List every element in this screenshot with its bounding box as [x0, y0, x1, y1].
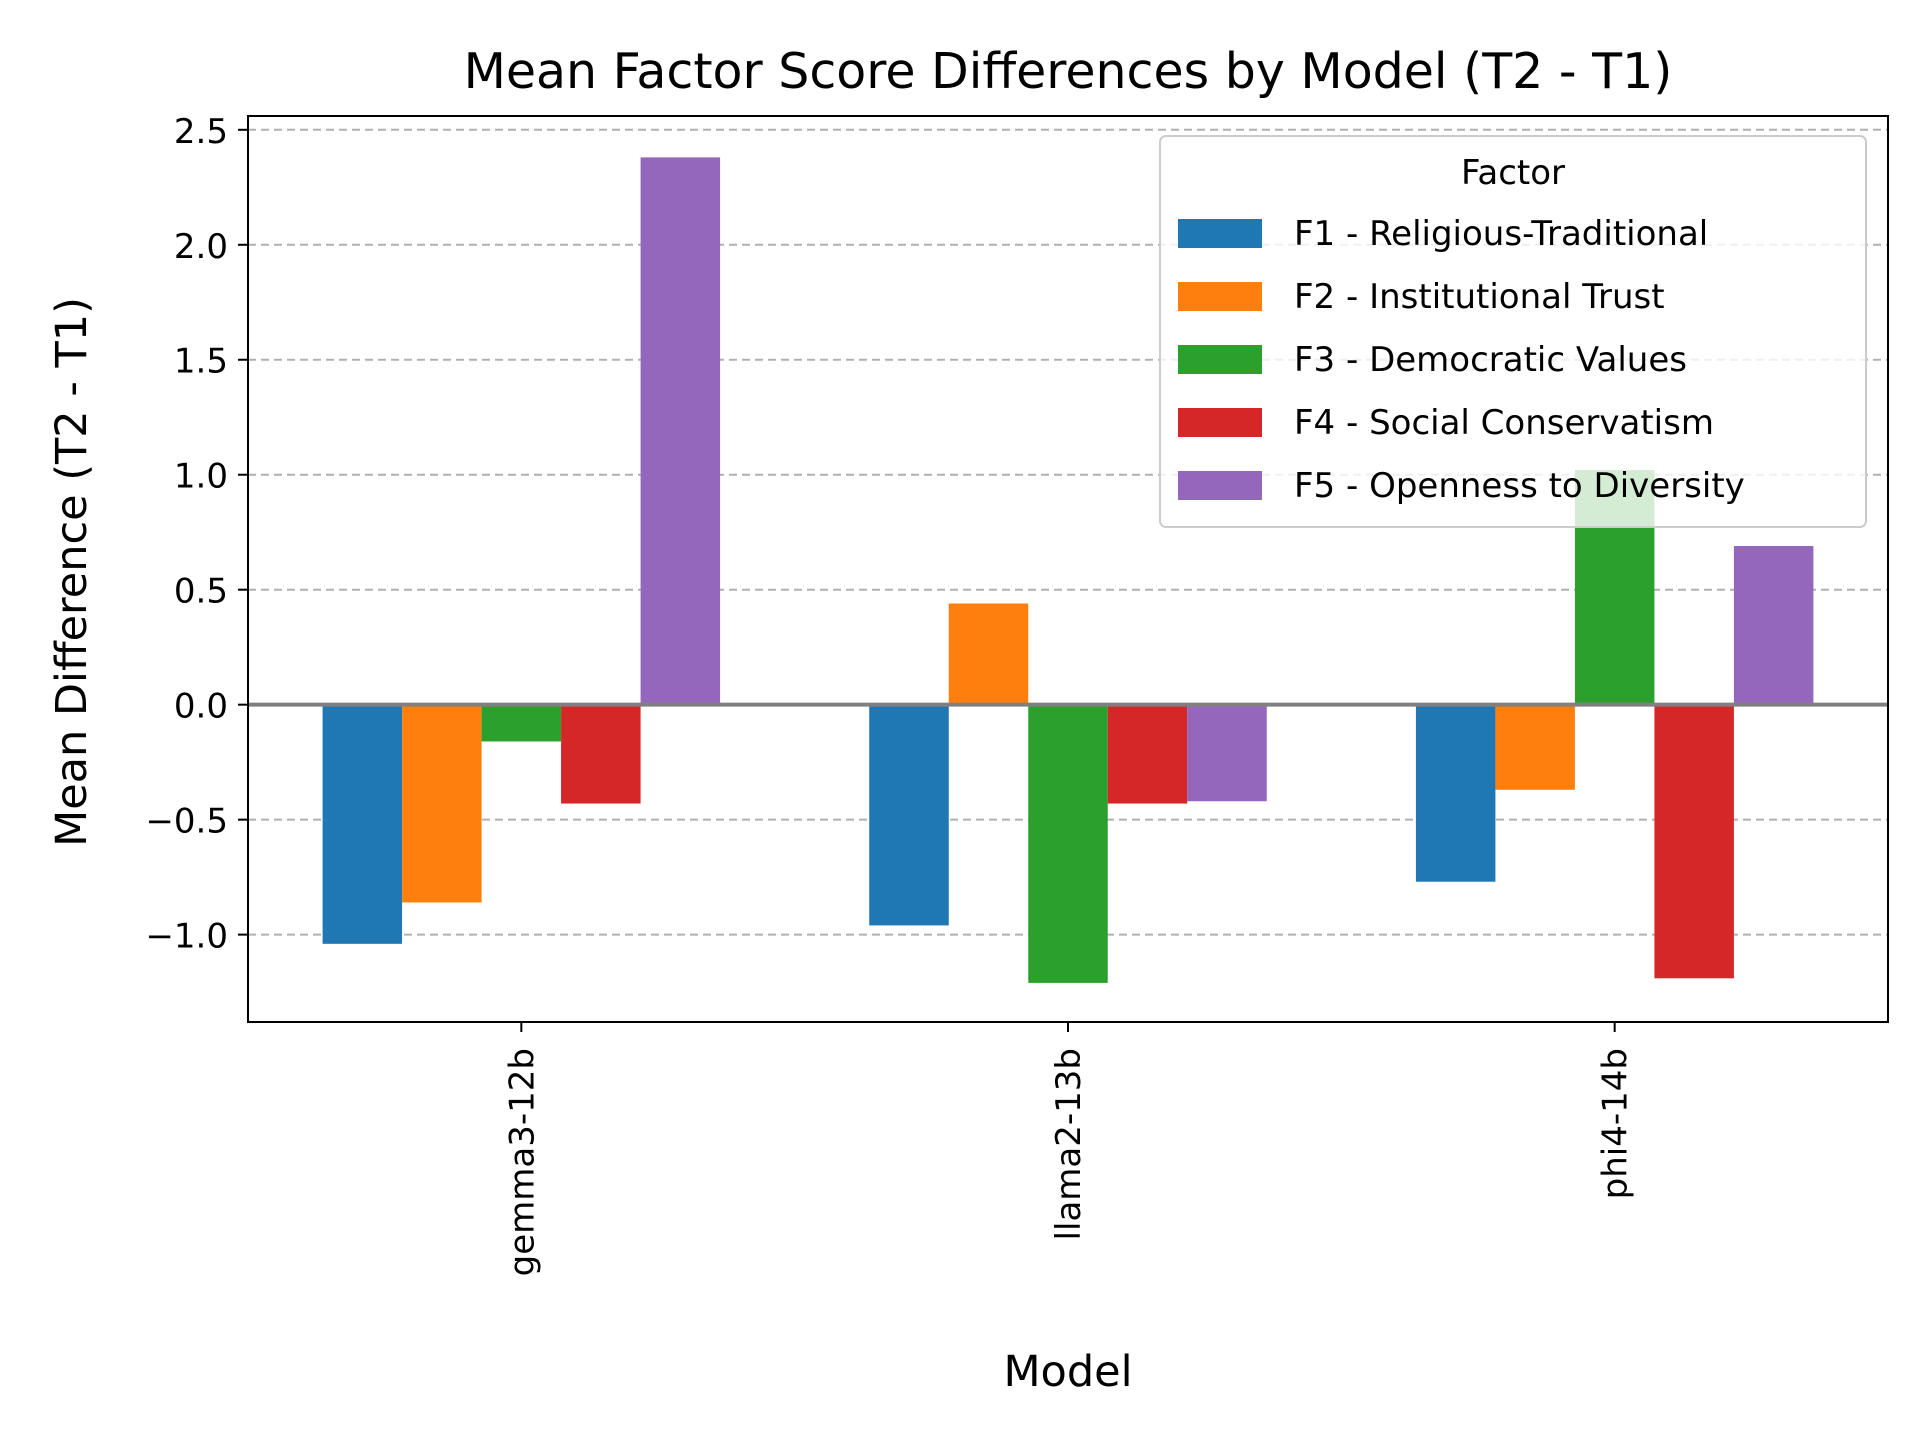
legend: Factor F1 - Religious-Traditional F2 - Ins…	[1159, 135, 1867, 528]
bar	[948, 603, 1029, 705]
y-tick-label: 0.0	[174, 687, 228, 727]
bar	[869, 704, 949, 926]
bar	[1415, 704, 1496, 882]
y-tick-label: 1.0	[174, 457, 228, 497]
bar	[1107, 704, 1188, 804]
y-tick-label: −0.5	[145, 802, 228, 842]
y-axis-label: Mean Difference (T2 - T1)	[47, 297, 97, 847]
x-tick-label: gemma3-12b	[502, 1048, 542, 1276]
bar	[1495, 704, 1575, 790]
chart-title: Mean Factor Score Differences by Model (…	[464, 43, 1673, 100]
axes: −1.0 −0.5 0.0 0.5 1.0 1.5 2.0 2.5 gemma3-12b llam…	[145, 112, 1889, 1276]
y-tick-label: 1.5	[174, 342, 228, 382]
bar	[1028, 704, 1108, 983]
bar	[640, 157, 721, 705]
bar	[1654, 704, 1734, 979]
legend-label: F1 - Religious-Traditional	[1294, 214, 1708, 254]
y-tick-label: −1.0	[145, 917, 228, 957]
legend-label: F5 - Openness to Diversity	[1294, 466, 1745, 506]
x-axis-label: Model	[1003, 1347, 1132, 1397]
bar	[1733, 546, 1814, 705]
legend-box	[1159, 135, 1867, 528]
bars	[322, 157, 1814, 983]
bar	[1187, 704, 1267, 802]
legend-swatch	[1178, 282, 1262, 311]
x-tick-label: llama2-13b	[1049, 1048, 1089, 1240]
y-tick-label: 2.0	[174, 227, 228, 267]
legend-swatch	[1178, 345, 1262, 374]
legend-title: Factor	[1461, 153, 1565, 193]
bar	[561, 704, 641, 804]
legend-swatch	[1178, 219, 1262, 248]
legend-label: F3 - Democratic Values	[1294, 340, 1687, 380]
legend-swatch	[1178, 408, 1262, 437]
legend-swatch	[1178, 471, 1262, 500]
bar	[322, 704, 403, 944]
x-tick-label: phi4-14b	[1596, 1048, 1636, 1199]
y-tick-label: 0.5	[174, 572, 228, 612]
bar	[481, 704, 562, 742]
legend-label: F4 - Social Conservatism	[1294, 403, 1714, 443]
bar	[402, 704, 482, 903]
legend-label: F2 - Institutional Trust	[1294, 277, 1665, 317]
y-tick-label: 2.5	[174, 112, 228, 152]
